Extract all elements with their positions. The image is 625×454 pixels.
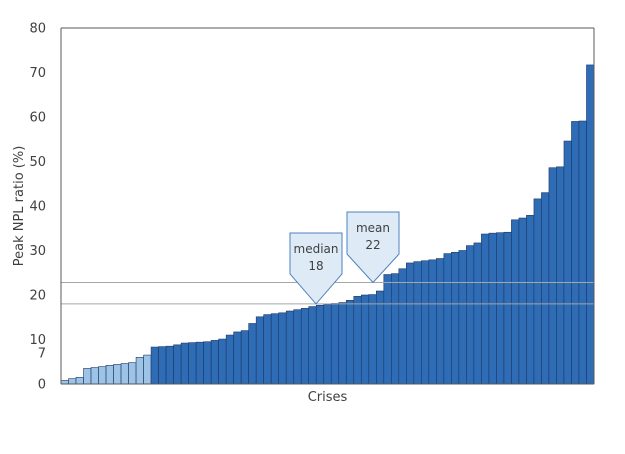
bar bbox=[406, 262, 415, 385]
median-callout-value: 18 bbox=[308, 259, 323, 273]
bar bbox=[518, 217, 527, 385]
axes bbox=[60, 27, 595, 385]
bar bbox=[443, 253, 452, 385]
bar bbox=[278, 312, 287, 385]
bar bbox=[391, 273, 400, 385]
bar bbox=[481, 233, 490, 385]
mean-callout-value: 22 bbox=[365, 238, 380, 252]
median-callout: median 18 bbox=[289, 232, 343, 305]
y-tick-label: 20 bbox=[29, 289, 46, 304]
bar bbox=[165, 345, 174, 385]
bar bbox=[533, 198, 542, 385]
bar bbox=[135, 356, 144, 385]
bar bbox=[75, 377, 84, 385]
bar bbox=[541, 192, 550, 385]
bar bbox=[210, 340, 219, 385]
bar bbox=[323, 304, 332, 385]
bar bbox=[233, 331, 242, 385]
bar bbox=[571, 121, 580, 385]
bar bbox=[83, 368, 92, 385]
bar bbox=[98, 366, 107, 385]
bar bbox=[180, 342, 189, 385]
bar bbox=[203, 341, 212, 385]
bar bbox=[270, 313, 280, 385]
y-tick-label: 70 bbox=[29, 66, 46, 81]
bar bbox=[68, 378, 77, 385]
bar bbox=[308, 306, 317, 385]
y-tick-label: 10 bbox=[29, 333, 46, 348]
bar bbox=[503, 231, 512, 385]
bar bbox=[345, 300, 355, 385]
bar bbox=[556, 166, 565, 385]
bar bbox=[496, 232, 505, 385]
bar bbox=[225, 334, 234, 385]
bar bbox=[255, 316, 264, 385]
bar bbox=[158, 346, 167, 385]
bar bbox=[113, 364, 122, 385]
bar bbox=[563, 140, 572, 385]
bar bbox=[368, 294, 377, 385]
bar bbox=[188, 342, 197, 385]
y-tick-label: 40 bbox=[29, 200, 46, 215]
bar bbox=[578, 120, 587, 385]
y-tick-label: 50 bbox=[29, 155, 46, 170]
bar bbox=[428, 259, 437, 385]
bar bbox=[451, 251, 460, 385]
y-ticks: 0 710 20 30 40 50 60 70 80 bbox=[29, 22, 46, 393]
bar bbox=[586, 64, 595, 385]
bar bbox=[218, 338, 227, 385]
x-axis-title: Crises bbox=[308, 390, 348, 405]
bar bbox=[466, 245, 475, 385]
bars bbox=[60, 64, 595, 385]
bar bbox=[548, 167, 557, 385]
bar bbox=[338, 302, 347, 385]
bar bbox=[398, 268, 407, 385]
bar bbox=[248, 323, 257, 385]
y-tick-label: 60 bbox=[29, 111, 46, 126]
y-tick-label: 0 bbox=[38, 378, 46, 393]
bar bbox=[300, 308, 310, 385]
bar bbox=[128, 362, 137, 385]
y-tick-label: 30 bbox=[29, 244, 46, 259]
mean-callout-label: mean bbox=[356, 221, 390, 235]
bar bbox=[413, 261, 422, 385]
mean-callout: mean 22 bbox=[346, 211, 400, 284]
mean-callout-shape bbox=[346, 211, 400, 284]
bar bbox=[120, 363, 129, 385]
bar bbox=[421, 260, 430, 385]
bar bbox=[105, 365, 114, 385]
bar bbox=[458, 250, 467, 385]
bar bbox=[173, 344, 182, 385]
bar bbox=[383, 274, 392, 385]
bar bbox=[293, 309, 302, 385]
bar bbox=[488, 232, 497, 385]
bar bbox=[353, 296, 362, 385]
median-callout-shape bbox=[289, 232, 343, 305]
y-axis-title: Peak NPL ratio (%) bbox=[12, 146, 27, 267]
bar bbox=[195, 341, 204, 385]
median-callout-label: median bbox=[294, 242, 339, 256]
bar bbox=[511, 219, 520, 385]
bar bbox=[526, 215, 535, 385]
bar bbox=[150, 346, 159, 385]
callouts: median 18 mean 22 bbox=[289, 211, 400, 305]
bar bbox=[143, 354, 152, 385]
bar bbox=[60, 380, 69, 385]
bar bbox=[263, 314, 272, 385]
bar bbox=[473, 242, 482, 385]
bar bbox=[375, 290, 385, 385]
bar bbox=[315, 304, 325, 385]
y-tick-label: 7 bbox=[38, 346, 46, 361]
bar bbox=[436, 258, 445, 385]
bar bbox=[90, 367, 99, 385]
bar bbox=[360, 294, 370, 385]
bar bbox=[285, 310, 295, 385]
bar bbox=[240, 330, 249, 385]
y-tick-label: 80 bbox=[29, 22, 46, 37]
bar bbox=[330, 303, 340, 385]
